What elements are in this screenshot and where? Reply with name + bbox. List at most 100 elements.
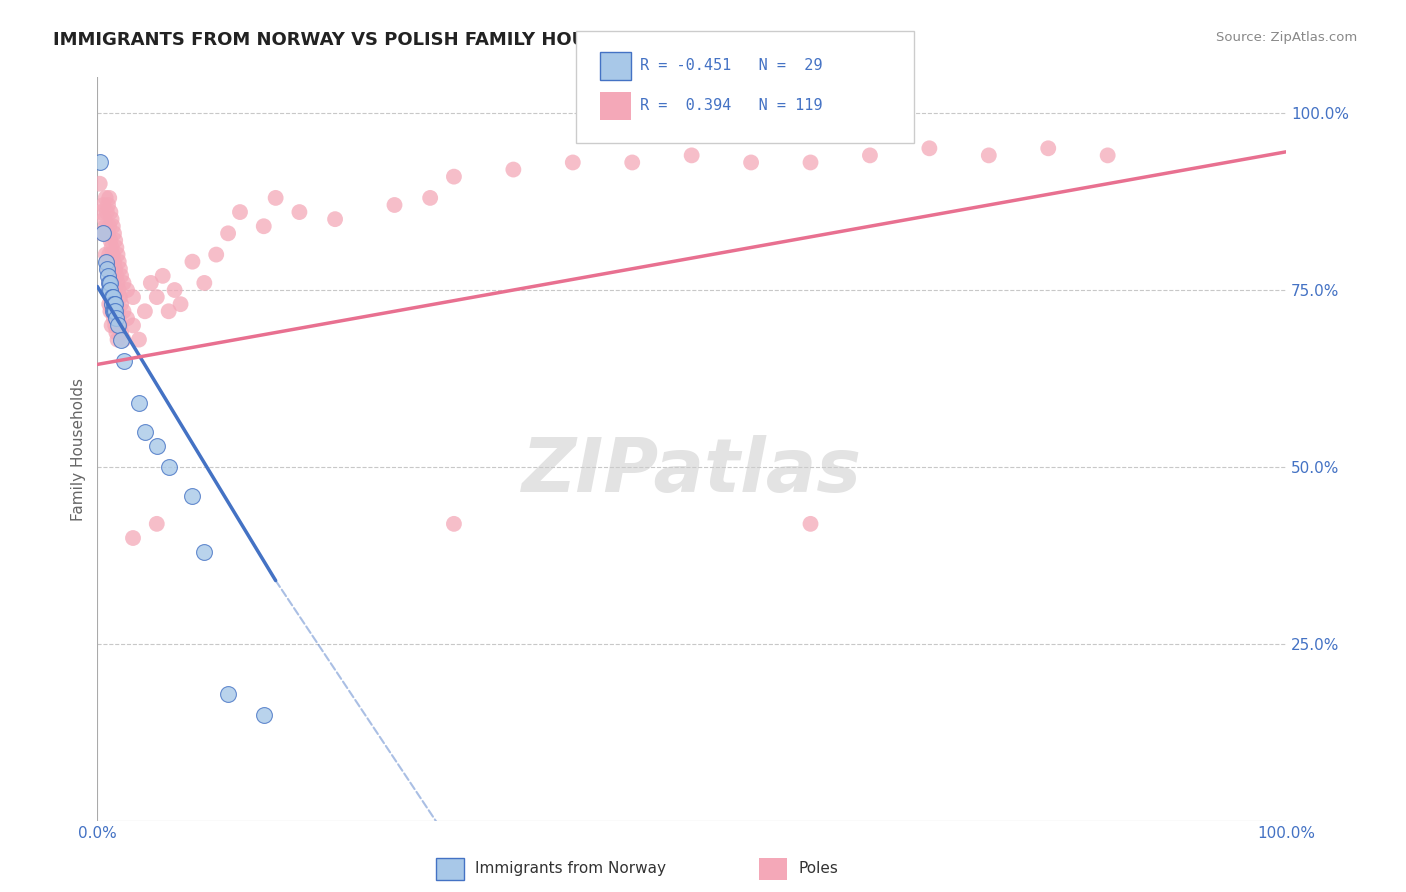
Point — [100, 205, 122, 219]
Point — [100, 297, 122, 311]
Point — [115, 283, 138, 297]
Point — [105, 297, 128, 311]
Point — [100, 268, 122, 283]
Point — [91, 227, 114, 241]
Point — [97, 227, 120, 241]
Point — [103, 227, 125, 241]
Point — [799, 516, 821, 531]
Point — [152, 268, 174, 283]
Point — [146, 290, 169, 304]
Text: R =  0.394   N = 119: R = 0.394 N = 119 — [640, 98, 823, 112]
Point — [100, 297, 122, 311]
Point — [103, 304, 125, 318]
Point — [253, 708, 276, 723]
Point — [217, 687, 239, 701]
Point — [93, 212, 115, 227]
Point — [97, 268, 120, 283]
Point — [740, 155, 762, 169]
Point — [107, 283, 129, 297]
Point — [205, 247, 228, 261]
Point — [103, 297, 125, 311]
Point — [100, 234, 122, 248]
Point — [323, 212, 346, 227]
Point — [100, 276, 122, 290]
Point — [96, 261, 118, 276]
Point — [157, 460, 180, 475]
Point — [1038, 141, 1060, 155]
Point — [561, 155, 583, 169]
Point — [100, 290, 122, 304]
Point — [146, 516, 169, 531]
Point — [98, 247, 121, 261]
Text: ZIPatlas: ZIPatlas — [522, 435, 862, 508]
Point — [107, 276, 129, 290]
Point — [169, 297, 191, 311]
Point — [1097, 148, 1119, 162]
Point — [163, 283, 186, 297]
Point — [105, 240, 128, 254]
Point — [193, 545, 215, 559]
Point — [101, 304, 124, 318]
Point — [90, 205, 112, 219]
Point — [100, 212, 122, 227]
Point — [122, 531, 145, 545]
Point — [112, 304, 135, 318]
Point — [107, 254, 129, 268]
Point — [105, 326, 128, 340]
Point — [93, 227, 115, 241]
Point — [104, 290, 127, 304]
Point — [100, 261, 122, 276]
Point — [98, 276, 121, 290]
Point — [112, 354, 135, 368]
Point — [918, 141, 941, 155]
Point — [181, 254, 204, 268]
Point — [100, 304, 122, 318]
Text: Immigrants from Norway: Immigrants from Norway — [475, 862, 666, 876]
Point — [181, 489, 204, 503]
Point — [105, 268, 128, 283]
Point — [101, 304, 124, 318]
Point — [104, 318, 127, 333]
Point — [128, 396, 150, 410]
Y-axis label: Family Households: Family Households — [72, 378, 86, 521]
Point — [94, 247, 117, 261]
Text: Poles: Poles — [799, 862, 838, 876]
Point — [98, 191, 121, 205]
Point — [110, 326, 132, 340]
Point — [97, 198, 120, 212]
Point — [229, 205, 252, 219]
Point — [502, 162, 524, 177]
Point — [384, 198, 406, 212]
Point — [97, 261, 120, 276]
Point — [681, 148, 703, 162]
Point — [91, 198, 114, 212]
Point — [139, 276, 162, 290]
Point — [134, 304, 156, 318]
Point — [253, 219, 276, 234]
Point — [112, 276, 135, 290]
Point — [108, 261, 131, 276]
Point — [107, 311, 129, 326]
Point — [621, 155, 644, 169]
Point — [134, 425, 156, 439]
Point — [217, 227, 239, 241]
Point — [103, 254, 125, 268]
Point — [104, 297, 127, 311]
Point — [288, 205, 311, 219]
Point — [107, 318, 129, 333]
Point — [101, 290, 124, 304]
Point — [96, 205, 118, 219]
Point — [104, 304, 127, 318]
Point — [115, 311, 138, 326]
Point — [107, 304, 129, 318]
Point — [799, 155, 821, 169]
Point — [89, 155, 111, 169]
Point — [108, 290, 131, 304]
Point — [104, 234, 127, 248]
Point — [100, 318, 122, 333]
Point — [419, 191, 441, 205]
Point — [100, 240, 122, 254]
Point — [107, 333, 129, 347]
Point — [94, 191, 117, 205]
Point — [977, 148, 1000, 162]
